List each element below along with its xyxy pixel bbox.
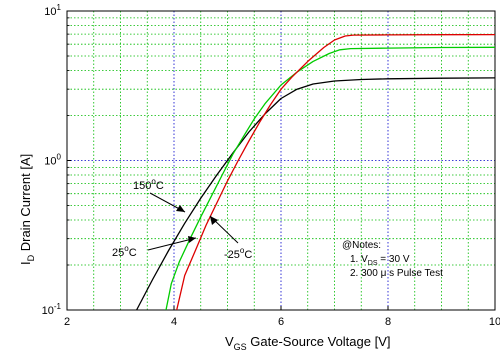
series-line-2 (176, 33, 496, 311)
series-line-1 (165, 46, 496, 311)
arrowhead-minus25c (210, 216, 218, 225)
x-tick-label: 4 (171, 316, 177, 328)
x-axis-label: VGS Gate-Source Voltage [V] (225, 334, 391, 352)
arrowhead-150c (176, 205, 185, 212)
y-tick-label: 10-1 (42, 302, 62, 317)
x-tick-label: 8 (385, 316, 391, 328)
grid (67, 11, 495, 310)
y-axis-label: ID Drain Current [A] (18, 154, 36, 265)
arrowhead-25c (188, 236, 196, 243)
arrow-25c (147, 237, 197, 251)
notes-title: @Notes: (342, 240, 381, 251)
axis-ticks: 2 4 6 8 10 101 100 10-1 (42, 3, 500, 328)
x-tick-label: 10 (489, 316, 500, 328)
x-tick-label: 6 (278, 316, 284, 328)
y-tick-label: 101 (44, 3, 61, 18)
label-minus25c: -25oC (224, 246, 252, 261)
y-tick-label: 100 (44, 153, 61, 168)
annotations: 150oC 25oC -25oC @Notes: 1. VDS = 30 V 2… (112, 177, 443, 279)
series-group (136, 33, 496, 311)
x-tick-label: 2 (64, 316, 70, 328)
notes-line-1: 1. VDS = 30 V (350, 254, 410, 267)
label-150c: 150oC (133, 177, 164, 192)
notes-line-2: 2. 300 μ s Pulse Test (350, 268, 443, 279)
label-25c: 25oC (112, 244, 137, 259)
